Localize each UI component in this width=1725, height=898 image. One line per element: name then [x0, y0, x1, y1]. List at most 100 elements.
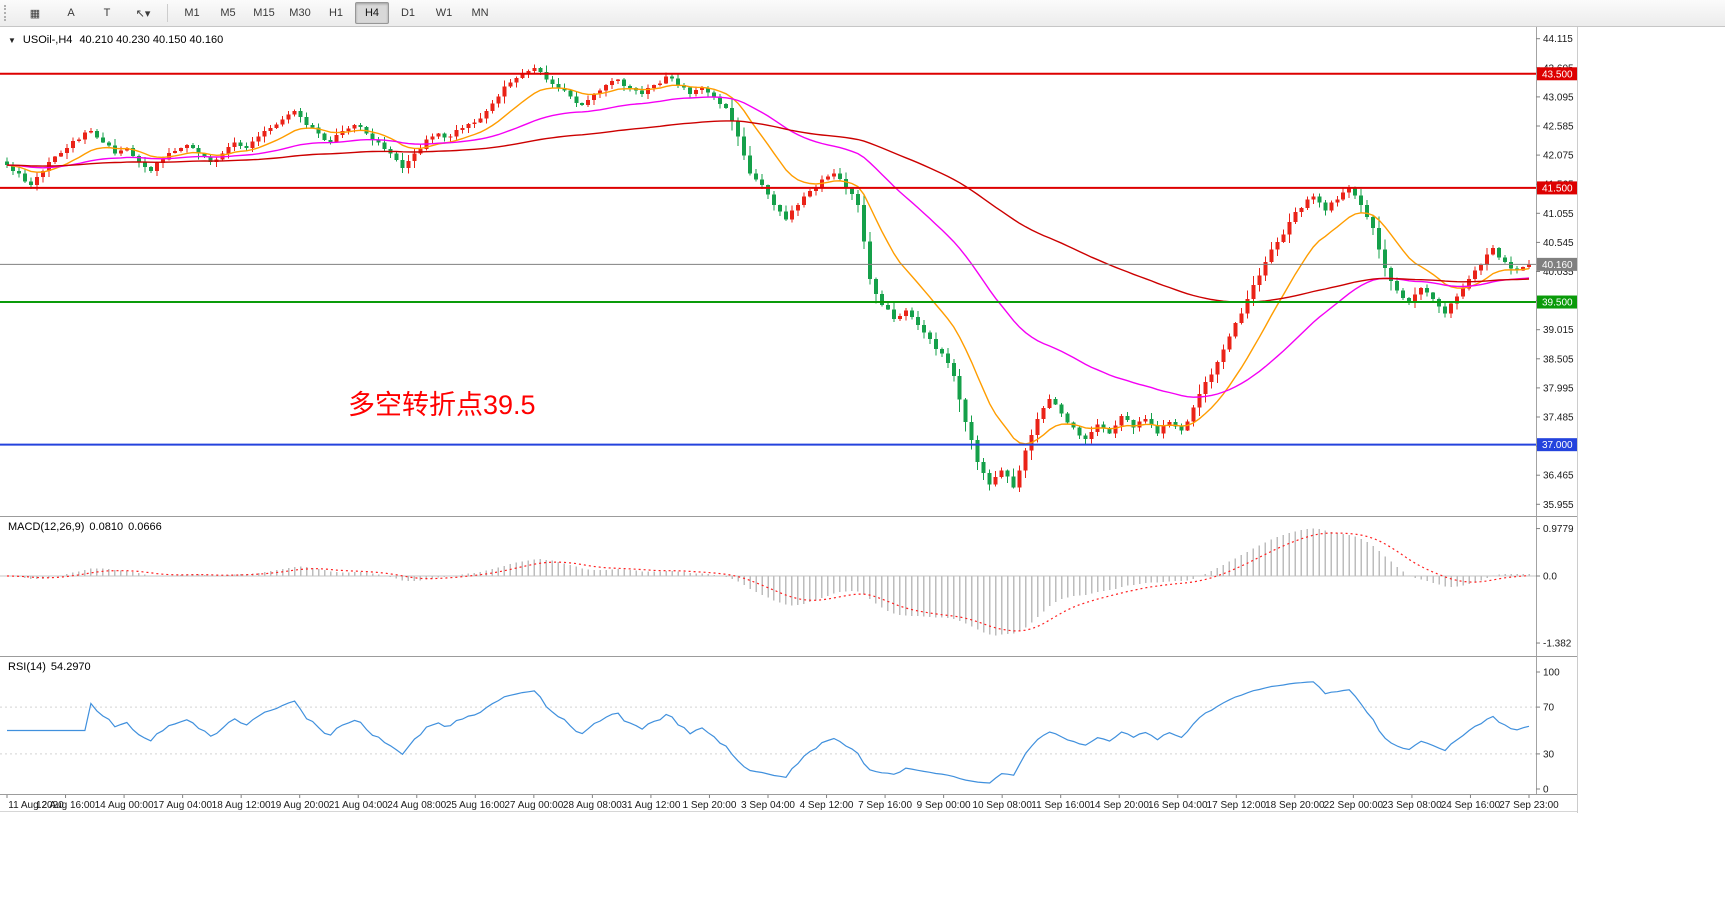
timeframe-button-m1[interactable]: M1 — [184, 7, 200, 19]
symbol-timeframe-label: USOil-,H4 — [22, 34, 73, 46]
svg-text:39.500: 39.500 — [1542, 298, 1573, 309]
chart-plot-area[interactable] — [5, 64, 1531, 493]
svg-text:38.505: 38.505 — [1543, 354, 1574, 365]
price-tag-39.500 — [1537, 295, 1577, 309]
time-axis-label: 23 Sep 08:00 — [1382, 800, 1442, 811]
time-axis-label: 19 Aug 20:00 — [270, 800, 329, 811]
svg-text:44.115: 44.115 — [1543, 34, 1573, 45]
annotation-a-icon[interactable]: A — [67, 7, 75, 19]
chart-window-right-border — [1577, 27, 1578, 813]
time-axis-label: 9 Sep 00:00 — [917, 800, 971, 811]
price-tag-40.160 — [1537, 257, 1577, 271]
toolbar-drag-handle[interactable] — [4, 5, 12, 21]
ma-fast-orange — [6, 84, 1530, 445]
svg-text:37.000: 37.000 — [1542, 440, 1573, 451]
time-axis-label: 27 Aug 00:00 — [504, 800, 563, 811]
time-axis-label: 10 Sep 08:00 — [972, 800, 1032, 811]
time-axis-label: 11 Aug 2020 — [8, 800, 64, 811]
svg-text:70: 70 — [1543, 703, 1555, 714]
macd-label: MACD(12,26,9) 0.0810 0.0666 — [8, 521, 167, 533]
time-axis-label: 1 Sep 20:00 — [682, 800, 736, 811]
grid-icon[interactable]: ▦ — [29, 7, 41, 20]
ma-mid-magenta — [6, 96, 1530, 398]
text-tool-t-icon[interactable]: T — [103, 7, 111, 19]
rsi-value: 54.2970 — [50, 661, 91, 673]
time-axis-label: 31 Aug 12:00 — [621, 800, 680, 811]
symbol-dropdown-icon[interactable]: ▼ — [8, 35, 16, 45]
svg-text:42.075: 42.075 — [1543, 151, 1574, 162]
timeframe-button-h4[interactable]: H4 — [355, 2, 389, 24]
candlestick-chart[interactable]: 44.11543.60543.09542.58542.07541.56541.0… — [0, 27, 1577, 516]
time-axis-label: 24 Aug 08:00 — [387, 800, 446, 811]
ohlc-values-label: 40.210 40.230 40.150 40.160 — [79, 34, 224, 46]
time-axis-label: 17 Sep 12:00 — [1207, 800, 1267, 811]
svg-text:37.485: 37.485 — [1543, 413, 1574, 424]
top-toolbar: ▦ A T ↖▾ M1 M5 M15 M30 H1 H4 D1 W1 MN — [0, 0, 1725, 27]
svg-text:37.995: 37.995 — [1543, 383, 1574, 394]
svg-text:43.095: 43.095 — [1543, 92, 1574, 103]
timeframe-button-m30[interactable]: M30 — [289, 7, 311, 19]
time-axis-label: 21 Aug 04:00 — [329, 800, 388, 811]
timeframe-button-m5[interactable]: M5 — [220, 7, 236, 19]
svg-text:30: 30 — [1543, 749, 1555, 760]
svg-text:100: 100 — [1543, 668, 1560, 679]
timeframes-group: M1 M5 M15 M30 H1 H4 D1 W1 MN — [174, 2, 498, 24]
macd-indicator-panel[interactable]: 0.9779 0.0 -1.382 MACD(12,26,9) 0.0810 0.066… — [0, 516, 1577, 656]
timeframe-button-m15[interactable]: M15 — [253, 7, 275, 19]
cursor-tool-icon[interactable]: ↖▾ — [135, 7, 151, 20]
svg-text:41.500: 41.500 — [1542, 183, 1573, 194]
svg-text:40.035: 40.035 — [1543, 267, 1574, 278]
macd-histogram — [12, 528, 1530, 636]
svg-text:0.0: 0.0 — [1543, 572, 1557, 583]
time-axis-label: 17 Aug 04:00 — [153, 800, 212, 811]
rsi-chart[interactable]: 100 70 30 0 — [0, 657, 1577, 794]
time-axis-label: 25 Aug 16:00 — [446, 800, 505, 811]
svg-text:0: 0 — [1543, 785, 1549, 795]
drawing-tools-group: ▦ A T ↖▾ — [17, 2, 161, 24]
macd-chart[interactable]: 0.9779 0.0 -1.382 — [0, 517, 1577, 656]
svg-text:0.9779: 0.9779 — [1543, 524, 1574, 535]
svg-text:40.160: 40.160 — [1542, 260, 1573, 271]
time-axis-label: 27 Sep 23:00 — [1499, 800, 1559, 811]
price-tag-43.500 — [1537, 67, 1577, 81]
time-axis-label: 18 Sep 20:00 — [1265, 800, 1325, 811]
ma-slow-red — [6, 120, 1530, 303]
price-tag-37.000 — [1537, 438, 1577, 452]
svg-text:-1.382: -1.382 — [1543, 639, 1572, 650]
time-axis-label: 11 Sep 16:00 — [1031, 800, 1090, 811]
time-axis[interactable]: 11 Aug 2020 12 Aug 16:00 14 Aug 00:00 17 Au… — [0, 794, 1577, 812]
timeframe-button-d1[interactable]: D1 — [400, 7, 416, 19]
price-tag-41.500 — [1537, 181, 1577, 195]
chart-annotation-text: 多空转折点39.5 — [348, 390, 536, 420]
svg-text:35.955: 35.955 — [1543, 500, 1574, 511]
timeframe-button-h1[interactable]: H1 — [328, 7, 344, 19]
time-axis-label: 16 Sep 04:00 — [1148, 800, 1208, 811]
rsi-label: RSI(14) 54.2970 — [8, 661, 96, 673]
svg-text:42.585: 42.585 — [1543, 121, 1574, 132]
macd-title: MACD(12,26,9) — [8, 521, 85, 533]
macd-signal-value: 0.0666 — [128, 521, 162, 533]
time-axis-label: 14 Aug 00:00 — [95, 800, 154, 811]
time-axis-label: 22 Sep 00:00 — [1324, 800, 1384, 811]
timeframe-button-mn[interactable]: MN — [471, 7, 489, 19]
macd-signal-line — [6, 532, 1530, 632]
time-axis-label: 18 Aug 12:00 — [212, 800, 271, 811]
time-axis-label: 28 Aug 08:00 — [563, 800, 622, 811]
candles — [5, 64, 1531, 493]
rsi-title: RSI(14) — [8, 661, 46, 673]
svg-text:43.500: 43.500 — [1542, 69, 1573, 80]
toolbar-separator — [167, 4, 168, 22]
time-axis-label: 7 Sep 16:00 — [858, 800, 912, 811]
rsi-indicator-panel[interactable]: 100 70 30 0 RSI(14) 54.2970 — [0, 656, 1577, 794]
rsi-line — [7, 681, 1530, 784]
time-axis-label: 14 Sep 20:00 — [1089, 800, 1149, 811]
macd-main-value: 0.0810 — [89, 521, 124, 533]
time-axis-label: 4 Sep 12:00 — [800, 800, 854, 811]
timeframe-button-w1[interactable]: W1 — [435, 7, 453, 19]
price-chart-panel[interactable]: 44.11543.60543.09542.58542.07541.56541.0… — [0, 27, 1577, 516]
svg-text:39.015: 39.015 — [1543, 325, 1574, 336]
svg-text:36.465: 36.465 — [1543, 471, 1574, 482]
chart-header: ▼ USOil-,H4 40.210 40.230 40.150 40.160 — [8, 34, 223, 46]
time-axis-label: 3 Sep 04:00 — [741, 800, 795, 811]
